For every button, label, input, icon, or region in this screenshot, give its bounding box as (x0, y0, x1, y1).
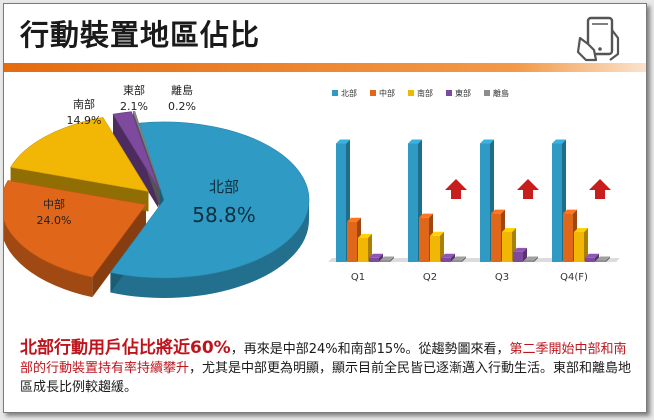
bar-東部-Q4(F) (585, 257, 595, 262)
pie-value-label: 0.2% (168, 100, 196, 113)
legend-label: 中部 (379, 88, 395, 98)
growth-arrow-icon (445, 179, 467, 199)
slide-title: 行動裝置地區佔比 (20, 18, 261, 52)
x-tick-label: Q2 (423, 272, 437, 283)
bar-side (390, 256, 394, 262)
x-tick-label: Q3 (495, 272, 509, 283)
bar-南部-Q1 (358, 237, 368, 262)
bar-東部-Q2 (441, 257, 451, 262)
bar-北部-Q1 (336, 143, 346, 262)
summary-part1: ，再來是中部24%和南部15%。從趨勢圖來看， (230, 342, 510, 357)
bar-top (369, 253, 383, 258)
bar-side (379, 253, 383, 262)
pie-label: 北部 (209, 178, 239, 196)
bar-top (552, 139, 566, 144)
smartphone-hand-icon (576, 16, 620, 62)
title-underline (4, 63, 646, 72)
pie-slice-中部 (4, 180, 147, 278)
bar-南部-Q2 (430, 235, 440, 262)
bar-北部-Q4(F) (552, 143, 562, 262)
legend-swatch (370, 90, 376, 96)
bar-離島-Q4(F) (596, 260, 606, 262)
bar-side (462, 256, 466, 262)
bar-top (336, 139, 350, 144)
bar-side (534, 256, 538, 262)
bar-side (368, 233, 372, 262)
legend-swatch (446, 90, 452, 96)
chart-floor (328, 258, 620, 262)
pie-value-label: 58.8% (192, 203, 256, 227)
x-tick-label: Q1 (351, 272, 365, 283)
pie-value-label: 2.1% (120, 100, 148, 113)
bar-top (596, 256, 610, 261)
bar-北部-Q3 (480, 143, 490, 262)
pie-slice-side (113, 114, 159, 209)
pie-slice-東部 (112, 111, 159, 189)
bar-北部-Q2 (408, 143, 418, 262)
pie-slice-北部 (109, 121, 310, 279)
bar-中部-Q4(F) (563, 213, 573, 262)
legend-swatch (332, 90, 338, 96)
bar-side (451, 253, 455, 262)
legend-label: 東部 (455, 88, 471, 98)
bar-東部-Q3 (513, 251, 523, 262)
bar-top (502, 227, 516, 232)
bar-南部-Q4(F) (574, 231, 584, 262)
legend-label: 離島 (493, 88, 509, 98)
bar-離島-Q2 (452, 260, 462, 262)
pie-value-label: 24.0% (37, 214, 72, 227)
bar-side (523, 247, 527, 262)
bar-top (491, 209, 505, 214)
bar-top (441, 253, 455, 258)
bar-side (440, 231, 444, 262)
pie-chart: 北部 58.8% 中部 24.0% 南部 14.9% 東部 2.1% 離島 0.2% (4, 83, 310, 298)
bar-top (380, 256, 394, 261)
bar-top (347, 217, 361, 222)
bar-中部-Q2 (419, 217, 429, 262)
bar-top (524, 256, 538, 261)
bar-side (606, 256, 610, 262)
bar-中部-Q1 (347, 221, 357, 262)
summary-part2: ，尤其是中部更為明顯，顯示目前全民皆已逐漸邁入行動生活。東部和離島地區成長比例較… (20, 361, 632, 395)
bar-top (574, 227, 588, 232)
legend-label: 南部 (417, 88, 433, 98)
legend-swatch (484, 90, 490, 96)
bar-top (452, 256, 466, 261)
pie-value-label: 14.9% (67, 114, 102, 127)
bar-離島-Q3 (524, 260, 534, 262)
pie-label: 離島 (171, 83, 193, 97)
bar-top (358, 233, 372, 238)
pie-slice-南部 (10, 117, 150, 192)
bar-top (480, 139, 494, 144)
bar-top (430, 231, 444, 236)
slide: 行動裝置地區佔比 北部 58.8% 中部 24.0% 南部 14.9% 東部 2.1% 離島 0.… (3, 3, 647, 413)
pie-slice-side (92, 204, 146, 298)
bar-top (408, 139, 422, 144)
legend-label: 北部 (341, 88, 357, 98)
pie-label: 南部 (73, 97, 95, 111)
summary-text: 北部行動用戶佔比將近60%，再來是中部24%和南部15%。從趨勢圖來看，第二季開… (20, 339, 632, 397)
bar-南部-Q3 (502, 231, 512, 262)
bar-side (584, 227, 588, 262)
bar-top (419, 213, 433, 218)
summary-highlight: 第二季開始中部和南部的行動裝置持有率持續攀升 (20, 342, 627, 376)
bar-chart: 北部 中部 南部 東部 離島 Q1 Q2 Q3 Q4(F) (328, 88, 620, 283)
x-tick-label: Q4(F) (560, 272, 588, 283)
legend-swatch (408, 90, 414, 96)
bar-top (585, 253, 599, 258)
bar-top (563, 209, 577, 214)
summary-lead: 北部行動用戶佔比將近60% (20, 338, 231, 358)
pie-slice-離島 (132, 110, 161, 189)
bar-中部-Q3 (491, 213, 501, 262)
pie-slice-wall (110, 200, 310, 298)
pie-label: 中部 (43, 197, 65, 211)
bar-side (595, 253, 599, 262)
pie-slice-wall (4, 220, 93, 298)
growth-arrow-icon (589, 179, 611, 199)
growth-arrow-icon (517, 179, 539, 199)
bar-東部-Q1 (369, 257, 379, 262)
bar-top (513, 247, 527, 252)
bar-離島-Q1 (380, 260, 390, 262)
pie-label: 東部 (123, 83, 145, 97)
